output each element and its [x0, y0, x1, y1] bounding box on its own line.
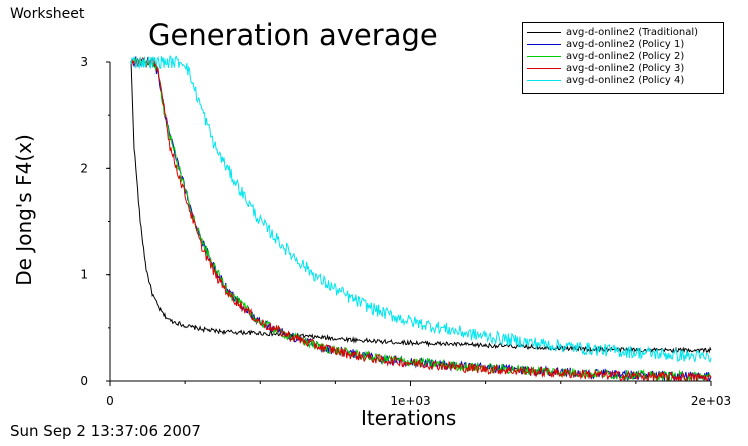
legend-item: avg-d-online2 (Policy 1)	[527, 39, 684, 50]
legend-item: avg-d-online2 (Traditional)	[527, 27, 698, 38]
y-tick-label: 1	[80, 268, 88, 282]
legend-label: avg-d-online2 (Policy 2)	[566, 51, 685, 62]
legend-label: avg-d-online2 (Policy 4)	[566, 75, 685, 86]
legend-label: avg-d-online2 (Traditional)	[566, 27, 699, 38]
legend-swatch	[527, 80, 561, 81]
x-ticks: 0 1e+03 2e+03	[106, 381, 731, 408]
x-tick-label: 1e+03	[390, 394, 430, 408]
worksheet-label: Worksheet	[10, 6, 85, 22]
legend-swatch	[527, 68, 561, 69]
series-line	[130, 56, 712, 381]
y-tick-label: 0	[80, 374, 88, 388]
series-line	[130, 56, 712, 381]
y-axis-label: De Jong's F4(x)	[12, 134, 36, 286]
y-ticks: 0 1 2 3	[80, 55, 110, 388]
y-tick-label: 3	[80, 55, 88, 69]
series-line	[130, 60, 712, 354]
chart-legend: avg-d-online2 (Traditional) avg-d-online2…	[522, 22, 724, 94]
legend-label: avg-d-online2 (Policy 3)	[566, 63, 685, 74]
x-tick-label: 2e+03	[691, 394, 731, 408]
legend-label: avg-d-online2 (Policy 1)	[566, 39, 685, 50]
y-tick-label: 2	[80, 161, 88, 175]
x-tick-label: 0	[106, 394, 114, 408]
legend-item: avg-d-online2 (Policy 2)	[527, 51, 684, 62]
legend-item: avg-d-online2 (Policy 3)	[527, 63, 684, 74]
series-lines	[130, 55, 712, 381]
chart-title: Generation average	[148, 18, 438, 52]
x-axis-label: Iterations	[361, 406, 457, 430]
series-line	[130, 55, 712, 363]
legend-swatch	[527, 44, 561, 45]
timestamp: Sun Sep 2 13:37:06 2007	[10, 422, 201, 440]
legend-swatch	[527, 32, 561, 33]
legend-swatch	[527, 56, 561, 57]
legend-item: avg-d-online2 (Policy 4)	[527, 75, 684, 86]
